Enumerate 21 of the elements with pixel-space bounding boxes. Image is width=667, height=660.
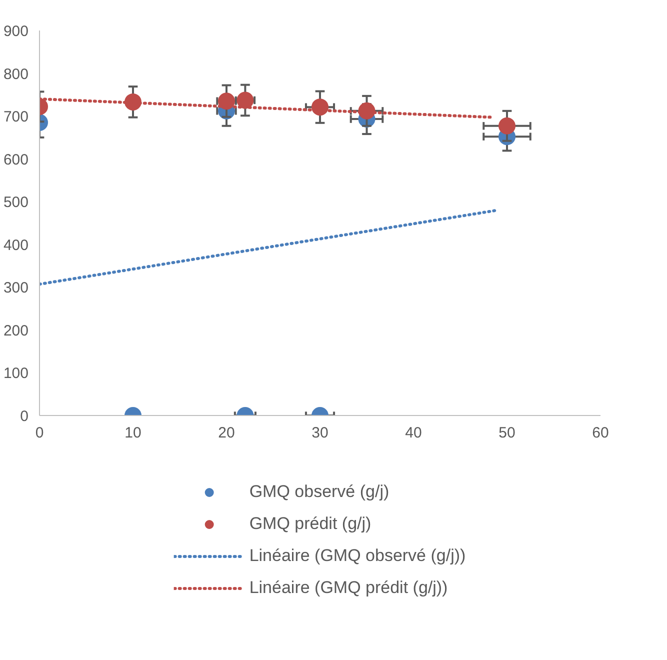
x-tick-label: 10 <box>124 424 142 442</box>
y-tick-label: 100 <box>3 365 29 382</box>
y-tick-label: 600 <box>3 151 29 168</box>
x-tick-label: 50 <box>498 424 516 442</box>
legend-label: GMQ prédit (g/j) <box>249 514 372 534</box>
legend-label: GMQ observé (g/j) <box>249 482 390 502</box>
legend-label: Linéaire (GMQ observé (g/j)) <box>249 546 466 566</box>
legend-label: Linéaire (GMQ prédit (g/j)) <box>249 578 448 598</box>
y-tick-label: 700 <box>3 108 29 126</box>
y-tick-label: 200 <box>3 322 29 340</box>
y-tick-label: 900 <box>3 23 29 40</box>
y-tick-label: 0 <box>20 408 28 425</box>
x-tick-label: 30 <box>312 424 328 442</box>
x-tick-label: 40 <box>405 424 422 442</box>
y-tick-label: 300 <box>3 280 29 297</box>
y-tick-label: 800 <box>3 66 29 83</box>
y-tick-label: 400 <box>3 236 29 254</box>
x-tick-label: 60 <box>592 424 609 442</box>
x-tick-label: 20 <box>218 424 235 442</box>
y-tick-label: 500 <box>3 194 29 212</box>
x-tick-label: 0 <box>35 424 44 442</box>
